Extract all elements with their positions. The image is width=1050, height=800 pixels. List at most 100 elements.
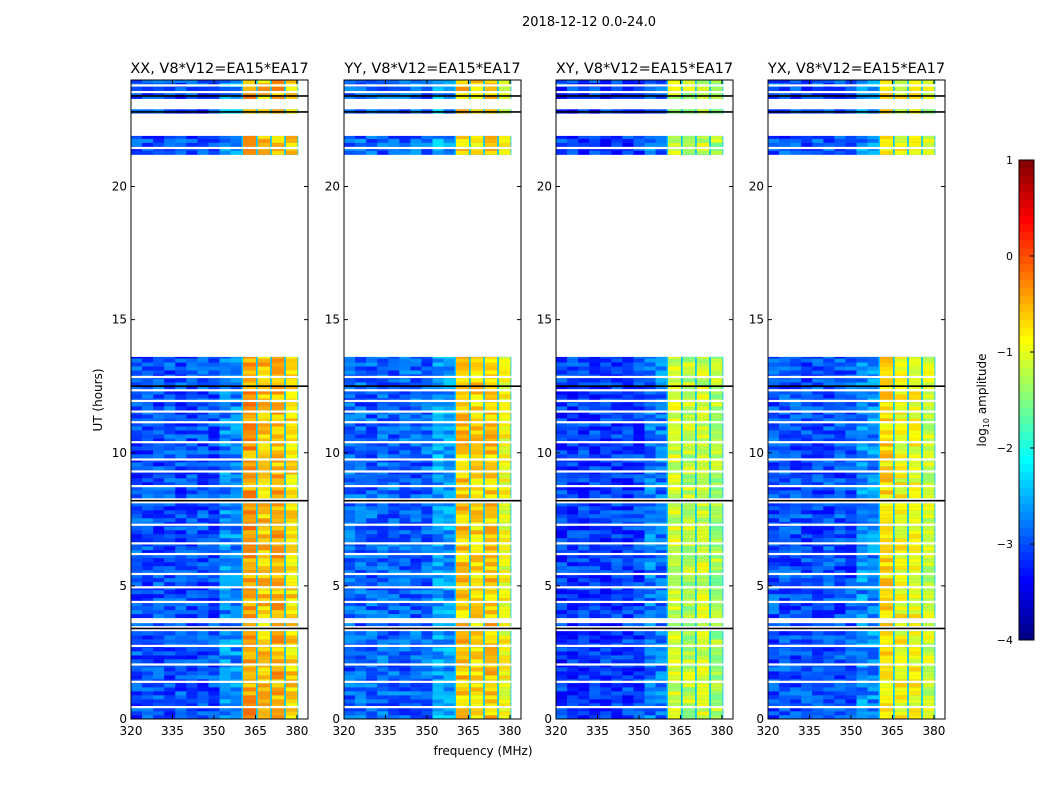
heatmap-cell (355, 517, 367, 523)
heatmap-cell (470, 362, 484, 367)
heatmap-cell (257, 525, 271, 531)
heatmap-cell (366, 86, 378, 91)
heatmap-cell (611, 605, 623, 611)
heatmap-cell (377, 517, 389, 523)
heatmap-cell (257, 533, 271, 539)
heatmap-cell (243, 135, 257, 139)
heatmap-cell (470, 86, 484, 91)
heatmap-cell (668, 561, 682, 567)
heatmap-cell (456, 695, 470, 700)
heatmap-cell (142, 482, 154, 487)
heatmap-cell (922, 659, 935, 664)
heatmap-cell (186, 655, 198, 660)
heatmap-cell (285, 356, 298, 359)
heatmap-cell (779, 651, 791, 656)
heatmap-cell (271, 687, 285, 692)
heatmap-cell (186, 545, 198, 551)
heatmap-cell (578, 474, 590, 479)
heatmap-cell (421, 503, 433, 507)
heatmap-cell (682, 593, 696, 599)
heatmap-cell (186, 525, 198, 531)
heatmap-cell (611, 715, 623, 720)
heatmap-cell (682, 703, 696, 708)
heatmap-cell (344, 426, 356, 431)
heatmap-cell (696, 659, 710, 664)
heatmap-cell (633, 529, 645, 535)
heatmap-cell (710, 494, 723, 499)
heatmap-cell (131, 150, 143, 155)
heatmap-cell (243, 695, 257, 700)
heatmap-cell (668, 394, 682, 399)
heatmap-cell (410, 529, 422, 535)
heatmap-cell (668, 513, 682, 519)
heatmap-cell (470, 356, 484, 359)
heatmap-cell (197, 659, 209, 664)
heatmap-cell (410, 517, 422, 523)
heatmap-cell (834, 687, 846, 692)
heatmap-cell (622, 418, 634, 423)
heatmap-cell (366, 687, 378, 692)
heatmap-cell (443, 418, 455, 423)
heatmap-cell (456, 691, 470, 696)
heatmap-cell (388, 699, 400, 704)
heatmap-cell (257, 529, 271, 535)
heatmap-cell (622, 533, 634, 539)
heatmap-cell (589, 454, 601, 459)
heatmap-cell (271, 366, 285, 371)
heatmap-cell (186, 486, 198, 491)
heatmap-cell (556, 545, 568, 551)
heatmap-cell (655, 418, 667, 423)
heatmap-cell (257, 80, 271, 83)
heatmap-cell (399, 711, 411, 716)
heatmap-cell (668, 86, 682, 91)
heatmap-cell (142, 707, 154, 712)
heatmap-cell (589, 667, 601, 672)
flagged-row-edge (344, 499, 521, 502)
heatmap-cell (366, 414, 378, 419)
heatmap-cell (443, 609, 455, 615)
heatmap-cell (175, 703, 187, 708)
heatmap-cell (880, 675, 894, 680)
heatmap-cell (600, 142, 612, 147)
heatmap-cell (600, 639, 612, 644)
heatmap-cell (611, 573, 623, 579)
heatmap-cell (644, 414, 656, 419)
heatmap-cell (186, 366, 198, 371)
heatmap-cell (285, 94, 298, 99)
heatmap-cell (470, 390, 484, 395)
heatmap-cell (257, 683, 271, 688)
heatmap-cell (589, 581, 601, 587)
heatmap-cell (271, 707, 285, 712)
heatmap-cell (484, 80, 498, 83)
heatmap-cell (622, 422, 634, 427)
heatmap-cell (197, 687, 209, 692)
heatmap-cell (443, 565, 455, 571)
heatmap-cell (668, 529, 682, 535)
heatmap-cell (186, 691, 198, 696)
heatmap-cell (498, 370, 511, 375)
heatmap-cell (578, 442, 590, 447)
heatmap-cell (633, 462, 645, 467)
heatmap-cell (399, 671, 411, 676)
heatmap-cell (164, 358, 176, 363)
heatmap-cell (271, 557, 285, 563)
heatmap-cell (153, 525, 165, 531)
heatmap-cell (186, 494, 198, 499)
heatmap-cell (432, 533, 444, 539)
heatmap-cell (470, 647, 484, 652)
heatmap-cell (432, 557, 444, 563)
heatmap-cell (197, 386, 209, 391)
heatmap-cell (790, 659, 802, 664)
heatmap-cell (388, 86, 400, 91)
heatmap-cell (271, 545, 285, 551)
heatmap-cell (142, 362, 154, 367)
heatmap-cell (285, 135, 298, 139)
heatmap-cell (696, 138, 710, 143)
heatmap-cell (366, 503, 378, 507)
heatmap-cell (682, 482, 696, 487)
heatmap-cell (208, 581, 220, 587)
flagged-row-edge (556, 95, 733, 97)
heatmap-cell (668, 378, 682, 383)
heatmap-cell (197, 613, 209, 619)
heatmap-cell (186, 577, 198, 583)
